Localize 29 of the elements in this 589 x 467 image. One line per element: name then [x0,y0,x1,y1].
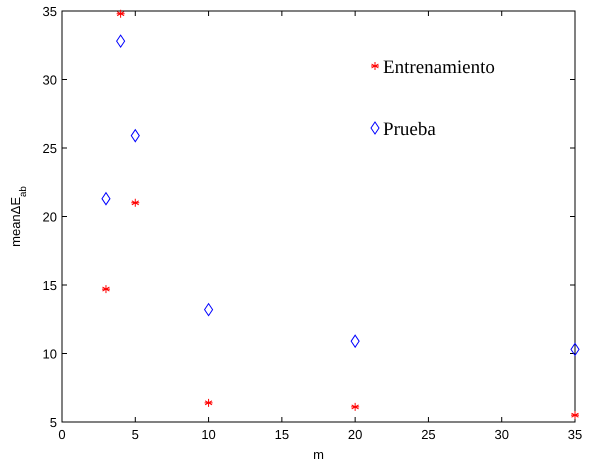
point [350,402,360,412]
y-tick-label: 30 [42,72,57,88]
point [101,284,110,294]
y-tick-label: 35 [42,4,57,19]
x-tick-label: 10 [201,427,216,442]
point [116,9,126,18]
x-tick-label: 15 [274,427,290,442]
y-tick-label: 20 [42,210,57,224]
y-tick-label: 25 [42,141,57,156]
y-tick-label: 5 [50,415,57,430]
legend-label: Prueba [383,119,436,140]
point [101,192,110,206]
point [204,303,214,316]
x-tick-label: 20 [348,427,362,442]
point [130,198,140,208]
x-tick-label: 30 [494,427,509,442]
point [130,129,140,142]
y-tick-label: 15 [42,278,57,293]
point [204,398,214,408]
point [570,410,580,420]
point [350,334,360,348]
x-tick-label: 0 [58,427,66,442]
x-axis-title: m [313,447,324,462]
x-tick-label: 25 [421,427,436,442]
point [116,34,126,48]
y-tick-label: 10 [42,346,57,362]
x-tick-label: 35 [568,427,582,442]
legend-label: Entrenamiento [383,57,495,78]
x-tick-label: 5 [132,427,139,442]
